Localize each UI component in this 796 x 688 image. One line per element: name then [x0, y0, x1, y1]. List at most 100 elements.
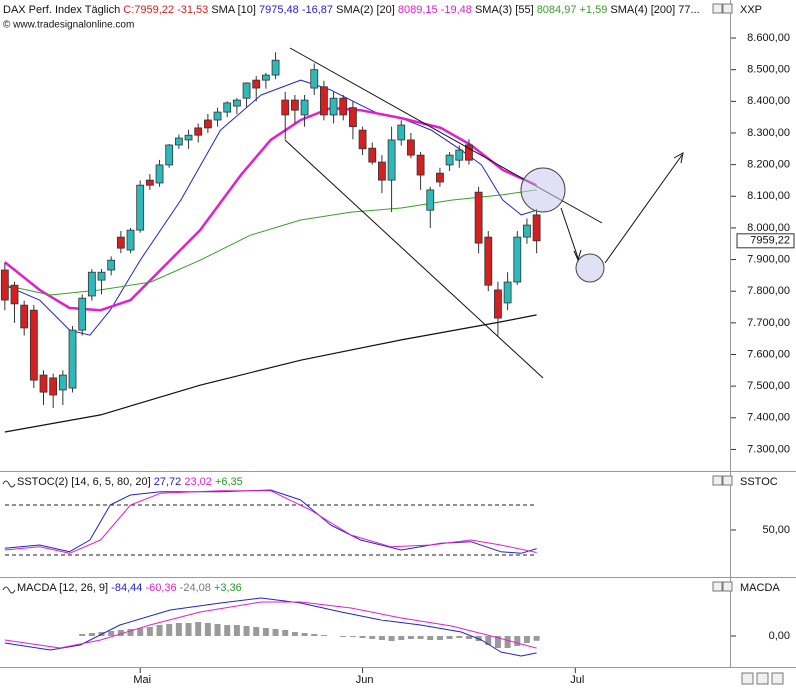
legend-value: -84,44 [111, 582, 142, 594]
candle-body [174, 137, 183, 146]
histogram-bar [195, 622, 202, 636]
legend-name: SMA(3) [55] [475, 4, 534, 16]
legend-name: SMA [10] [211, 4, 256, 16]
annotations [284, 47, 684, 379]
candle-body [232, 99, 241, 107]
y-tick-label: 7.800,00 [747, 285, 790, 297]
candle-body [252, 79, 261, 89]
y-tick-label: 8.400,00 [747, 95, 790, 107]
histogram-bar [233, 625, 240, 636]
axis-name: MACDA [740, 582, 780, 594]
series-line [4, 601, 537, 649]
histogram-bar [166, 624, 173, 636]
y-tick-label: 7.600,00 [747, 348, 790, 360]
histogram-bar [504, 636, 511, 648]
histogram-bar [340, 636, 347, 637]
highlight-circle [520, 167, 566, 213]
panel-title: SSTOC(2) [14, 6, 5, 80, 20] [17, 476, 151, 488]
candle-body [503, 281, 512, 304]
x-tick-label: Jul [570, 674, 584, 686]
histogram-bar [127, 629, 134, 636]
candle-body [223, 102, 232, 113]
y-tick-label: 7.400,00 [747, 412, 790, 424]
candle-body [126, 229, 135, 251]
y-tick-label: 8.300,00 [747, 127, 790, 139]
histogram-bar [243, 626, 250, 636]
candle-body [513, 236, 522, 283]
histogram-bar [320, 635, 327, 636]
candle-body [145, 179, 154, 186]
histogram-bar [407, 636, 414, 639]
histogram-bar [349, 636, 356, 637]
histogram-bar [398, 636, 405, 640]
candle-body [358, 129, 367, 150]
axis-name: XXP [740, 4, 762, 16]
legend-value: 77... [678, 4, 699, 16]
histogram-bar [108, 631, 115, 636]
candle-body [58, 374, 67, 391]
y-tick-label: 8.600,00 [747, 32, 790, 44]
last-price-label: 7959,22 [750, 235, 790, 247]
histogram-bar [117, 630, 124, 636]
change-label: +6,35 [215, 476, 243, 488]
legend-name: SMA(2) [20] [336, 4, 395, 16]
candle-body [213, 111, 222, 121]
restore-button[interactable] [712, 3, 723, 14]
panel-header: SSTOC(2) [14, 6, 5, 80, 20] 27,72 23,02 … [17, 476, 243, 488]
y-tick-label: 8.500,00 [747, 64, 790, 76]
candle-body [407, 139, 415, 156]
close-button[interactable] [722, 3, 733, 14]
histogram-bar [514, 636, 521, 646]
histogram-bar [378, 636, 385, 640]
candle-body [184, 134, 193, 141]
scroll-button[interactable] [771, 672, 784, 685]
series-line [4, 489, 537, 554]
y-tick-label: 8.200,00 [747, 159, 790, 171]
histogram-bar [427, 636, 434, 640]
close-button[interactable] [722, 581, 733, 592]
histogram-bar [301, 633, 308, 636]
candle-body [532, 214, 541, 242]
histogram-bar [282, 630, 289, 636]
candle-body [426, 189, 435, 211]
candle-body [368, 147, 377, 163]
candle-body [397, 124, 406, 141]
candle-body [300, 99, 309, 116]
scroll-button[interactable] [741, 672, 754, 685]
restore-button[interactable] [712, 475, 723, 486]
trend-line [284, 139, 544, 379]
candle-body [20, 304, 29, 329]
histogram-bar [175, 623, 182, 636]
candle-body [281, 99, 290, 116]
histogram-bar [311, 634, 318, 636]
close-button[interactable] [722, 475, 733, 486]
y-tick-label: 8.100,00 [747, 190, 790, 202]
candle-body [474, 191, 483, 244]
candle-body [416, 154, 425, 176]
legend-value: 27,72 [154, 476, 182, 488]
scroll-button[interactable] [756, 672, 769, 685]
arrow [560, 207, 579, 259]
arrow-head [573, 249, 582, 262]
y-tick-label: 7.900,00 [747, 253, 790, 265]
y-tick-label: 0,00 [769, 630, 790, 642]
legend-value: 8084,97 +1,59 [537, 4, 608, 16]
histogram-bar [417, 636, 424, 639]
legend-value: 23,02 [184, 476, 212, 488]
histogram-bar [494, 636, 501, 648]
candle-body [310, 69, 319, 89]
histogram-bar [156, 625, 163, 636]
arrow [604, 154, 683, 264]
candle-body [194, 127, 203, 136]
histogram-bar [262, 628, 269, 636]
panel-buttons[interactable] [712, 3, 784, 685]
candle-body [39, 374, 48, 393]
candle-body [523, 224, 531, 238]
restore-button[interactable] [712, 581, 723, 592]
candle-body [242, 82, 251, 99]
panel-header: MACDA [12, 26, 9] -84,44 -60,36 -24,08 +… [17, 582, 242, 594]
histogram-bar [204, 623, 211, 636]
source: © www.tradesignalonline.com [3, 20, 134, 31]
